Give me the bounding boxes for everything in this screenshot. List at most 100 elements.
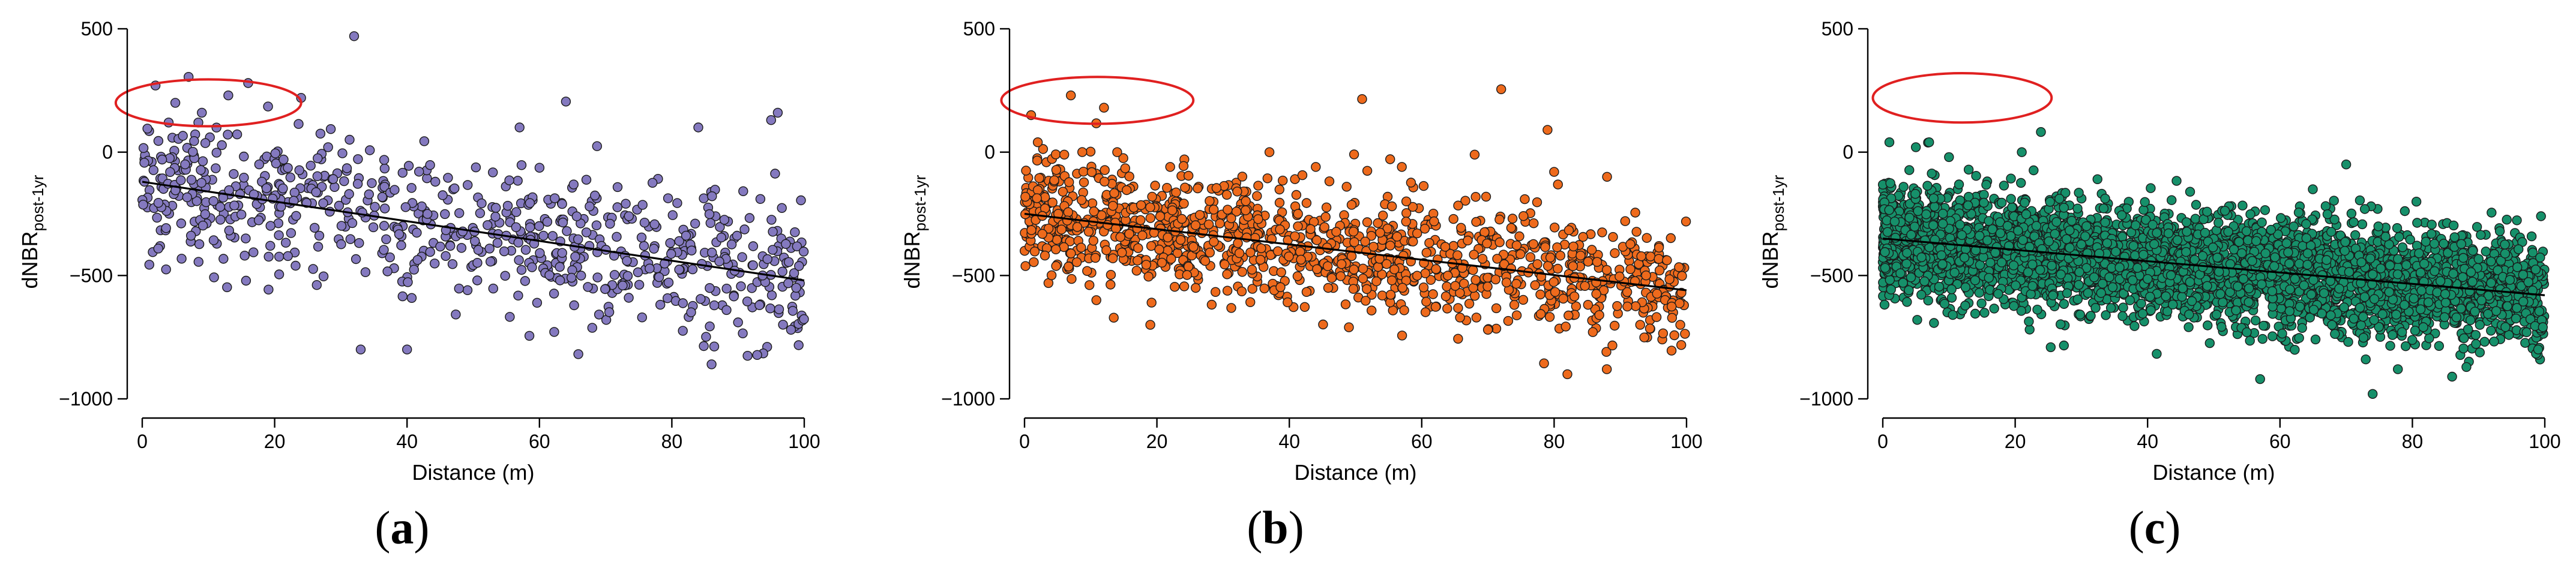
data-point	[1062, 215, 1073, 226]
data-point	[1200, 256, 1211, 266]
x-tick-label: 80	[661, 431, 683, 452]
data-point	[351, 254, 361, 265]
data-point	[2185, 187, 2195, 197]
data-point	[1518, 211, 1529, 221]
data-point	[270, 148, 280, 158]
data-point	[1421, 296, 1431, 307]
data-point	[1278, 175, 1288, 186]
data-point	[1366, 231, 1377, 241]
data-point	[687, 245, 697, 256]
data-point	[314, 230, 325, 241]
data-point	[286, 228, 296, 238]
data-point	[1137, 230, 1148, 241]
data-point	[188, 146, 198, 157]
data-point	[2146, 183, 2156, 193]
data-point	[1482, 238, 1492, 249]
data-point	[2356, 320, 2367, 330]
data-point	[558, 217, 568, 228]
data-point	[1568, 241, 1578, 252]
data-point	[283, 251, 293, 262]
data-point	[777, 266, 787, 277]
data-point	[1532, 197, 1542, 208]
data-point	[229, 169, 239, 179]
data-point	[1175, 235, 1186, 245]
data-point	[766, 115, 777, 125]
data-point	[768, 245, 778, 255]
data-point	[1323, 282, 1334, 293]
data-point	[161, 265, 171, 275]
x-tick-label: 60	[529, 431, 550, 452]
data-point	[1535, 289, 1545, 300]
data-point	[263, 101, 273, 112]
data-point	[1301, 287, 1312, 297]
data-point	[406, 183, 417, 193]
data-point	[1237, 172, 1248, 182]
data-point	[313, 153, 323, 164]
data-point	[2181, 217, 2192, 227]
data-point	[516, 160, 527, 170]
data-point	[1348, 226, 1359, 237]
data-point	[1361, 296, 1371, 306]
data-point	[239, 251, 250, 261]
x-tick-label: 0	[137, 431, 148, 452]
data-point	[1425, 275, 1436, 285]
data-point	[274, 251, 284, 262]
data-point	[1290, 174, 1300, 184]
data-point	[637, 200, 648, 210]
data-point	[2471, 339, 2481, 349]
data-point	[1506, 263, 1517, 274]
data-point	[1020, 191, 1031, 202]
data-point	[200, 138, 211, 148]
data-point	[271, 158, 281, 169]
data-point	[402, 344, 412, 354]
data-point	[1162, 183, 1172, 193]
data-point	[701, 332, 711, 342]
data-point	[1675, 320, 1685, 330]
data-point	[353, 154, 363, 164]
data-point	[1681, 217, 1691, 227]
data-point	[1319, 222, 1329, 232]
data-point	[647, 178, 658, 188]
data-point	[729, 291, 739, 302]
data-point	[483, 220, 493, 230]
data-point	[1103, 220, 1113, 230]
data-point	[313, 242, 324, 252]
data-point	[425, 247, 435, 257]
data-point	[624, 293, 634, 303]
data-point	[2350, 230, 2361, 241]
y-tick-label: −500	[70, 265, 113, 286]
data-point	[794, 261, 804, 271]
data-point	[681, 230, 691, 241]
data-point	[1530, 280, 1540, 290]
data-point	[397, 291, 408, 302]
data-point	[1067, 274, 1077, 284]
data-point	[1970, 308, 1981, 319]
data-point	[1223, 205, 1233, 215]
data-point	[2270, 252, 2280, 263]
data-point	[1182, 270, 1192, 280]
data-point	[1079, 177, 1089, 188]
data-point	[2494, 226, 2505, 236]
data-point	[194, 239, 205, 250]
data-point	[176, 218, 187, 229]
data-point	[215, 215, 226, 225]
highlight-ellipse	[1000, 76, 1195, 125]
data-point	[1205, 247, 1215, 258]
data-point	[665, 238, 675, 248]
data-point	[239, 151, 249, 162]
data-point	[354, 238, 364, 248]
data-point	[781, 239, 791, 249]
data-point	[1494, 214, 1505, 225]
data-point	[2213, 218, 2224, 228]
data-point	[1275, 224, 1285, 235]
data-point	[1591, 288, 1601, 299]
data-point	[525, 222, 535, 233]
data-point	[2502, 215, 2512, 225]
data-point	[488, 167, 498, 178]
data-point	[765, 303, 775, 314]
data-point	[747, 283, 757, 293]
data-point	[334, 200, 345, 211]
data-point	[2243, 235, 2253, 245]
data-point	[1955, 195, 1965, 206]
data-point	[1341, 182, 1352, 192]
